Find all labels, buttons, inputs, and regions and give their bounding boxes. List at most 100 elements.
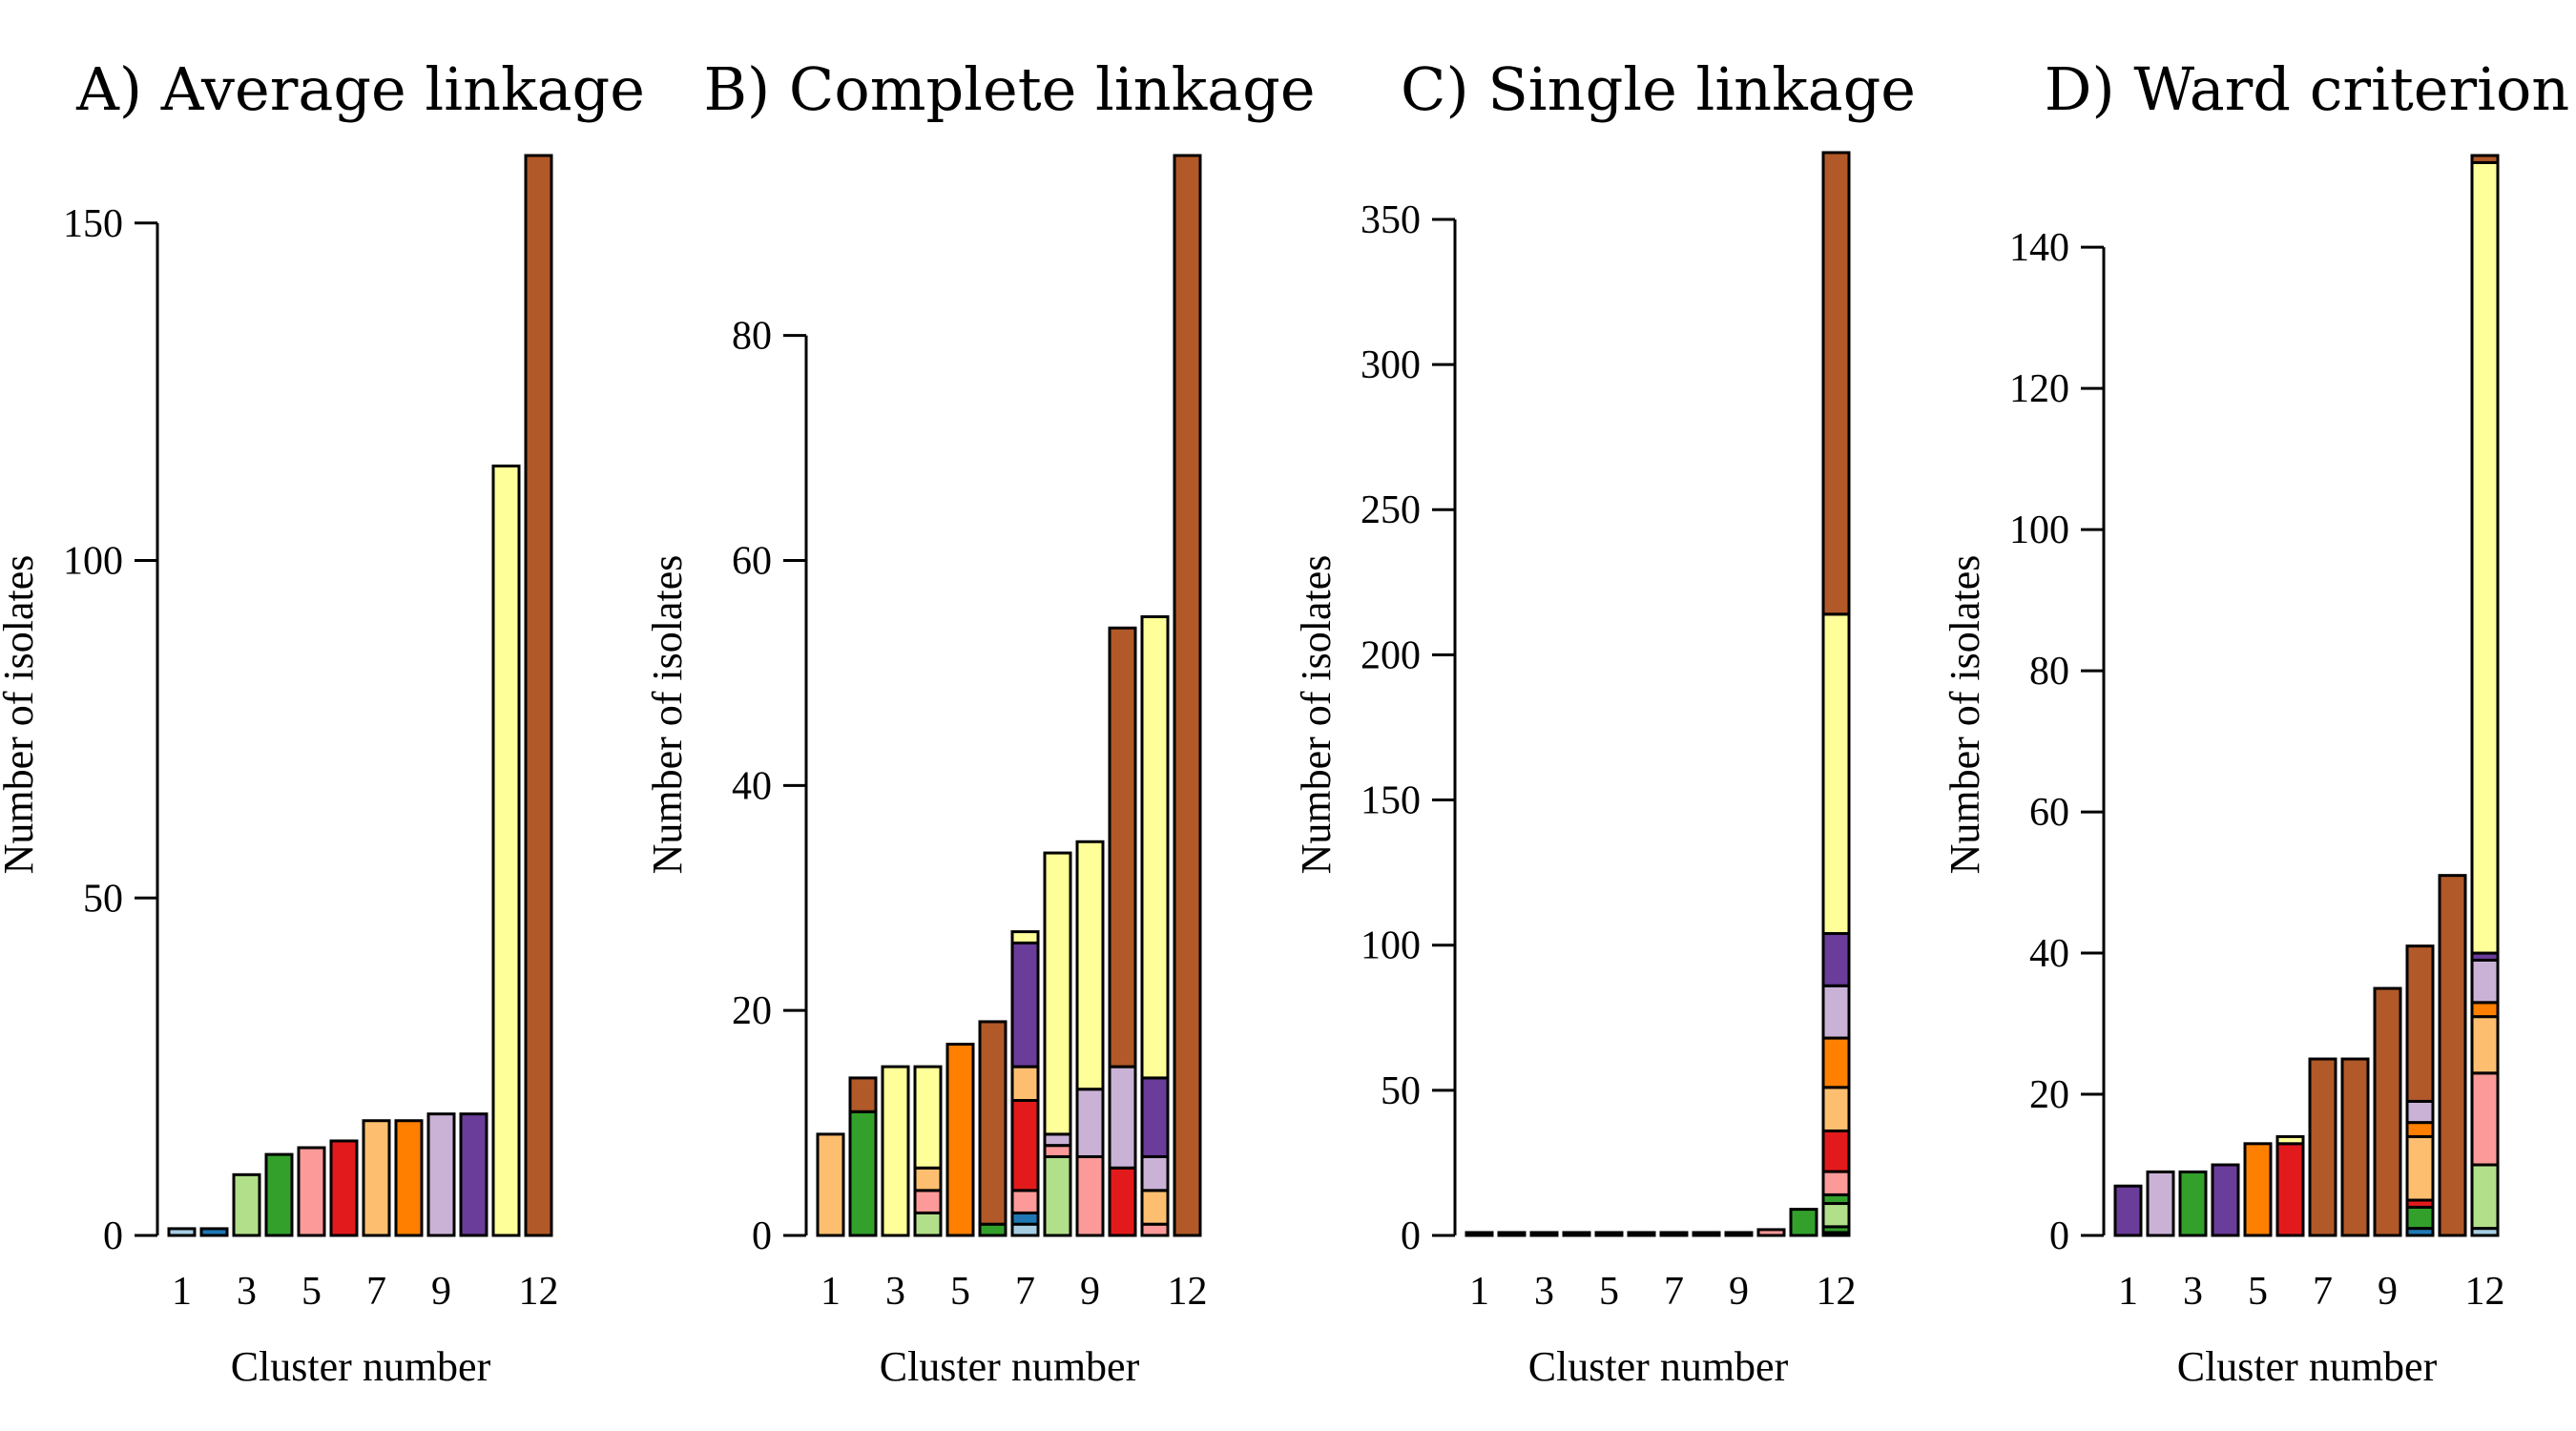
bar-segment-green bbox=[1789, 1208, 1818, 1237]
bar-cluster-7 bbox=[1010, 930, 1040, 1237]
bar-segment-yellow bbox=[1010, 930, 1040, 944]
bar-segment-pink bbox=[1821, 1170, 1851, 1196]
x-tick-label: 3 bbox=[1534, 1270, 1554, 1314]
bar-segment-lightorange bbox=[362, 1119, 391, 1237]
bar-segment-green bbox=[264, 1152, 294, 1237]
bar-cluster-1 bbox=[816, 1132, 845, 1237]
bar-segment-purple bbox=[1659, 1231, 1689, 1237]
bar-cluster-12 bbox=[2470, 154, 2500, 1237]
bar-segment-purple bbox=[2113, 1184, 2143, 1237]
bar-cluster-12 bbox=[1173, 154, 1202, 1237]
x-tick-label: 7 bbox=[1664, 1270, 1684, 1314]
bar-segment-lightblue bbox=[167, 1227, 197, 1237]
bar-cluster-3 bbox=[232, 1172, 261, 1237]
bar-cluster-7 bbox=[362, 1119, 391, 1237]
bar-segment-lavender bbox=[1108, 1065, 1137, 1170]
panel-title: A) Average linkage bbox=[75, 54, 645, 124]
x-tick-label: 3 bbox=[2183, 1270, 2203, 1314]
bar-segment-lightgreen bbox=[2470, 1163, 2500, 1231]
x-tick-label: 5 bbox=[2248, 1270, 2268, 1314]
bar-segment-brown bbox=[978, 1020, 1008, 1226]
bar-segment-lavender bbox=[1821, 984, 1851, 1040]
bar-cluster-11 bbox=[491, 464, 521, 1237]
bar-segment-brown bbox=[2373, 986, 2402, 1237]
bar-segment-lightgreen bbox=[1821, 1202, 1851, 1229]
bar-cluster-12 bbox=[524, 154, 553, 1237]
bar-cluster-11 bbox=[2438, 874, 2467, 1237]
bar-cluster-7 bbox=[2308, 1057, 2337, 1237]
bar-cluster-2 bbox=[2146, 1170, 2175, 1237]
bar-segment-orange bbox=[2470, 1001, 2500, 1019]
bar-cluster-8 bbox=[394, 1119, 424, 1237]
bar-cluster-1 bbox=[2113, 1184, 2143, 1237]
bar-segment-purple bbox=[1529, 1231, 1559, 1237]
panel-c: C) Single linkage 0 50 100 150 200 250 300 350 Nu… bbox=[1293, 54, 1916, 1390]
bar-cluster-10 bbox=[459, 1112, 488, 1237]
bar-segment-red bbox=[1010, 1099, 1040, 1192]
panel-b: B) Complete linkage 0 20 40 60 80 Number of is… bbox=[644, 54, 1316, 1390]
bar-segment-lightgreen bbox=[913, 1211, 943, 1237]
bar-cluster-2 bbox=[1497, 1231, 1527, 1237]
y-tick-label: 60 bbox=[2029, 791, 2069, 835]
bar-cluster-10 bbox=[1108, 626, 1137, 1237]
bar-cluster-5 bbox=[2243, 1142, 2273, 1237]
bar-cluster-5 bbox=[945, 1043, 975, 1237]
bar-segment-green bbox=[2405, 1205, 2435, 1231]
x-tick-label: 12 bbox=[2465, 1270, 2505, 1314]
y-tick-label: 350 bbox=[1361, 198, 1421, 242]
y-tick-label: 250 bbox=[1361, 488, 1421, 532]
bar-segment-lightorange bbox=[2470, 1015, 2500, 1075]
bar-segment-lightorange bbox=[913, 1166, 943, 1192]
bar-segment-purple bbox=[1465, 1231, 1494, 1237]
panel-title: D) Ward criterion bbox=[2045, 54, 2569, 124]
y-tick-label: 0 bbox=[103, 1214, 123, 1258]
bar-segment-lightorange bbox=[1821, 1086, 1851, 1132]
bar-cluster-6 bbox=[329, 1139, 359, 1237]
x-axis-label: Cluster number bbox=[2177, 1343, 2438, 1390]
y-tick-label: 300 bbox=[1361, 343, 1421, 387]
bar-cluster-6 bbox=[1627, 1231, 1656, 1237]
bar-cluster-6 bbox=[2275, 1134, 2305, 1237]
y-tick-label: 80 bbox=[732, 315, 772, 359]
bar-segment-brown bbox=[2340, 1057, 2370, 1237]
x-tick-label: 5 bbox=[1599, 1270, 1619, 1314]
bar-cluster-6 bbox=[978, 1020, 1008, 1237]
bar-segment-purple bbox=[1497, 1231, 1527, 1237]
bar-cluster-3 bbox=[881, 1065, 910, 1237]
x-tick-label: 1 bbox=[172, 1270, 192, 1314]
bar-cluster-8 bbox=[1043, 851, 1072, 1237]
bar-segment-brown bbox=[2405, 944, 2435, 1103]
bar-cluster-9 bbox=[1075, 840, 1105, 1237]
x-tick-label: 7 bbox=[366, 1270, 386, 1314]
bar-cluster-10 bbox=[2405, 944, 2435, 1237]
bar-segment-red bbox=[2275, 1142, 2305, 1237]
bar-cluster-11 bbox=[1140, 614, 1170, 1237]
x-tick-label: 12 bbox=[519, 1270, 559, 1314]
x-tick-label: 9 bbox=[2378, 1270, 2398, 1314]
bar-cluster-9 bbox=[1724, 1231, 1754, 1237]
y-axis-label: Number of isolates bbox=[644, 555, 691, 875]
bar-segment-purple bbox=[459, 1112, 488, 1237]
bar-segment-brown bbox=[2438, 874, 2467, 1237]
y-tick-label: 150 bbox=[1361, 779, 1421, 823]
bar-segment-yellow bbox=[1075, 840, 1105, 1091]
y-tick-label: 60 bbox=[732, 540, 772, 584]
x-axis-label: Cluster number bbox=[1528, 1343, 1789, 1390]
bar-segment-lightgreen bbox=[1043, 1154, 1072, 1237]
y-tick-label: 0 bbox=[752, 1214, 772, 1258]
bar-segment-green bbox=[848, 1110, 878, 1237]
x-tick-label: 1 bbox=[2118, 1270, 2138, 1314]
x-tick-label: 3 bbox=[885, 1270, 905, 1314]
bar-segment-lavender bbox=[1075, 1088, 1105, 1158]
bar-segment-pink bbox=[913, 1189, 943, 1214]
y-axis-label: Number of isolates bbox=[1942, 555, 1988, 875]
x-tick-label: 1 bbox=[1469, 1270, 1489, 1314]
x-tick-label: 5 bbox=[301, 1270, 322, 1314]
bar-segment-brown bbox=[2308, 1057, 2337, 1237]
y-axis-label: Number of isolates bbox=[1293, 555, 1340, 875]
bar-segment-brown bbox=[1108, 626, 1137, 1068]
bar-segment-purple bbox=[1692, 1231, 1721, 1237]
bar-segment-red bbox=[1821, 1129, 1851, 1173]
bar-segment-yellow bbox=[1140, 614, 1170, 1080]
y-tick-label: 100 bbox=[63, 540, 123, 584]
